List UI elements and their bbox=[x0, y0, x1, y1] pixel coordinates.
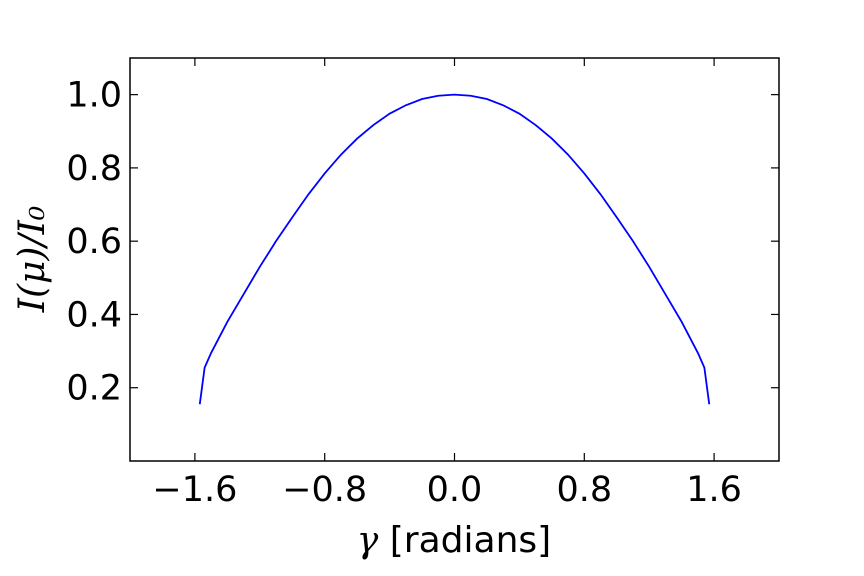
x-axis-label: γ [radians] bbox=[357, 520, 551, 561]
x-tick-label: 0.8 bbox=[556, 470, 612, 510]
plot-area bbox=[130, 58, 779, 461]
x-tick-label: 0.0 bbox=[427, 470, 483, 510]
series-line bbox=[198, 93, 711, 405]
tick-marks bbox=[130, 58, 779, 461]
y-tick-label: 0.6 bbox=[66, 222, 122, 262]
y-tick-label: 1.0 bbox=[66, 76, 122, 116]
y-tick-label: 0.2 bbox=[66, 369, 122, 409]
plot-frame bbox=[129, 57, 780, 462]
x-tick-label: −1.6 bbox=[152, 470, 237, 510]
x-tick-label: −0.8 bbox=[282, 470, 367, 510]
x-axis-symbol: γ bbox=[357, 520, 379, 561]
y-axis-label: I(μ)/I₀ bbox=[12, 206, 53, 314]
y-tick-label: 0.8 bbox=[66, 149, 122, 189]
x-axis-unit: [radians] bbox=[378, 520, 551, 561]
x-tick-label: 1.6 bbox=[686, 470, 742, 510]
tick-labels: −1.6 −0.8 0.0 0.8 1.6 0.2 0.4 0.6 0.8 1.0 bbox=[66, 76, 742, 510]
y-tick-label: 0.4 bbox=[66, 295, 122, 335]
